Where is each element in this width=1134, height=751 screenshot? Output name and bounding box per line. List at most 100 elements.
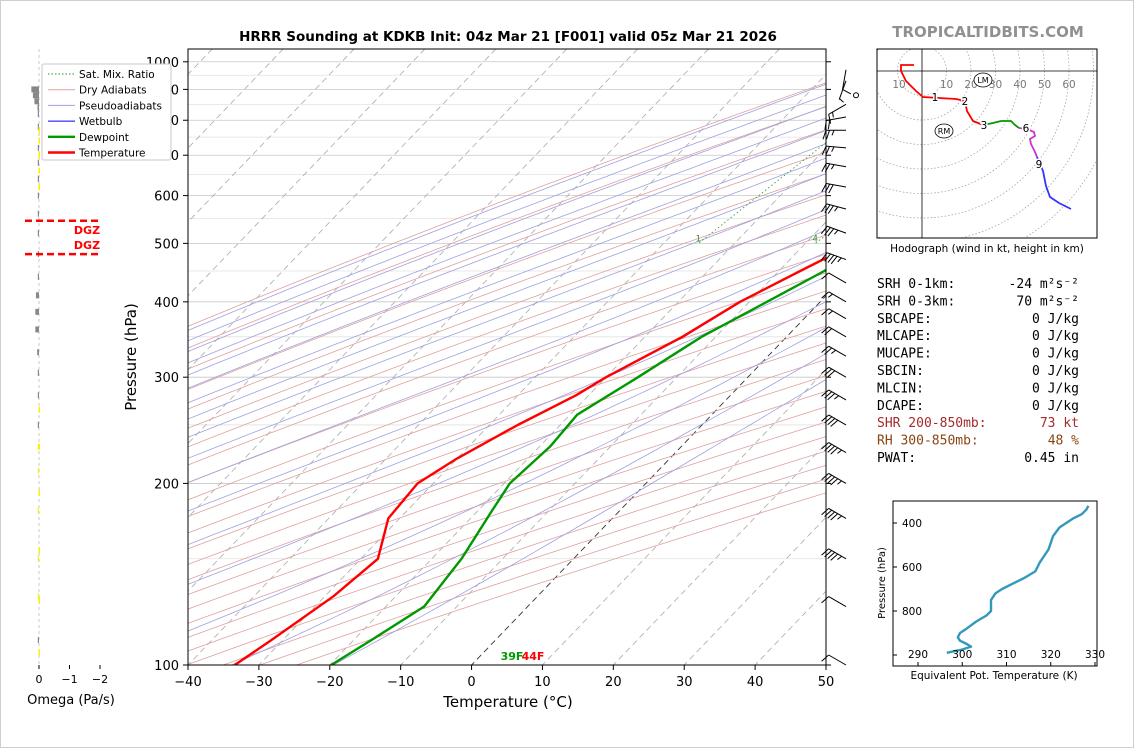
hodograph-ring-label: 30: [989, 79, 1002, 91]
pseudoadiabat-line: [188, 190, 826, 438]
index-label: SHR 200-850mb:: [877, 416, 987, 431]
wind-barb-flag: [824, 509, 833, 517]
x-tick-label: 50: [818, 675, 835, 690]
index-label: PWAT:: [877, 451, 916, 466]
wind-barb-half: [837, 257, 842, 263]
wind-barb-flag: [821, 203, 828, 213]
omega-bar: [37, 144, 39, 151]
index-value: 48 %: [1048, 434, 1079, 449]
index-value: -24 m²s⁻²: [1009, 277, 1079, 292]
wind-barb-flag: [821, 548, 830, 556]
wind-barb-flag: [827, 205, 834, 214]
wind-barb-half: [837, 555, 842, 561]
mixing-ratio-label: 4: [812, 234, 817, 244]
hodograph-segment: [1018, 127, 1038, 158]
wetbulb-line: [234, 257, 826, 665]
index-label: MLCIN:: [877, 381, 924, 396]
x-tick-label: −30: [245, 675, 272, 690]
wind-barb-staff: [828, 308, 847, 320]
wind-barb-flag: [827, 370, 836, 378]
omega-minor-bar: [38, 137, 40, 144]
dgz-label: DGZ: [74, 224, 100, 237]
omega-bar: [37, 175, 39, 182]
index-label: SBCAPE:: [877, 312, 932, 327]
dry-adiabat-line: [188, 272, 826, 501]
pseudoadiabat-line: [188, 130, 826, 376]
wind-barb: [821, 507, 847, 521]
omega-x-tick-label: −1: [61, 673, 77, 686]
omega-bar: [37, 392, 39, 399]
omega-minor-bar: [38, 443, 40, 450]
legend-label: Dry Adiabats: [79, 85, 147, 97]
chart-title: HRRR Sounding at KDKB Init: 04z Mar 21 […: [239, 29, 777, 45]
mixing-ratio-label: 6: [850, 234, 855, 244]
pseudoadiabat-line: [188, 301, 826, 585]
isotherm-line: [613, 442, 826, 665]
omega-bar: [37, 593, 39, 600]
dry-adiabat-line: [188, 375, 826, 595]
wind-barb-flag: [827, 393, 836, 401]
dry-adiabat-line: [188, 129, 826, 370]
x-tick-label: 40: [747, 675, 764, 690]
omega-minor-bar: [38, 152, 40, 159]
wind-barb: [820, 225, 847, 237]
wind-barb-flag: [824, 416, 833, 424]
wind-barb-flag: [821, 183, 827, 193]
wind-barb-half: [834, 395, 839, 400]
hodograph-segment: [982, 120, 1020, 129]
wind-barb: [821, 326, 847, 338]
x-tick-label: 10: [534, 675, 551, 690]
dry-adiabat-line: [188, 173, 826, 410]
omega-bar: [37, 273, 39, 280]
wind-barb-flag: [821, 366, 830, 374]
indices-table: SRH 0-1km: -24 m²s⁻² SRH 0-3km: 70 m²s⁻² SBC…: [877, 277, 1079, 466]
skewt-background-lines: 1 4 6 8 10 13 16 20 24 30 36: [188, 49, 882, 665]
wind-barb-flag: [827, 254, 835, 263]
wind-barb-flag: [830, 256, 838, 265]
omega-bar: [37, 443, 39, 450]
omega-minor-bar: [38, 649, 40, 656]
wind-barb-flag: [826, 130, 830, 140]
pseudoadiabat-line: [188, 275, 826, 546]
wind-barb-half: [832, 112, 834, 118]
index-value: 70 m²s⁻²: [1016, 294, 1079, 309]
dry-adiabat-line: [188, 82, 826, 327]
legend-label: Wetbulb: [79, 116, 123, 128]
wind-barb-flag: [830, 447, 839, 455]
wind-barb: [822, 129, 846, 140]
wind-barb-flag: [821, 442, 830, 450]
isotherm-line: [188, 49, 780, 665]
wind-barb-flag: [824, 443, 833, 451]
wind-barb-half: [831, 146, 835, 152]
isotherm-line: [825, 664, 826, 665]
wind-barb-flag: [842, 89, 852, 95]
wind-barb-flag: [821, 596, 830, 604]
hodograph-height-label: 3: [981, 120, 988, 132]
wind-barb-half: [828, 293, 833, 298]
legend: Sat. Mix. Ratio Dry Adiabats Pseudoadiabat…: [41, 63, 172, 161]
wind-barb-flag: [821, 389, 830, 397]
hodograph-segment: [900, 64, 984, 126]
omega-x-tick-label: 0: [36, 673, 43, 686]
wind-barb-flag: [824, 347, 833, 355]
theta-y-tick-label: 800: [902, 606, 922, 618]
isotherm-line: [400, 221, 826, 665]
hodograph-height-label: 6: [1023, 123, 1030, 135]
index-value: 0 J/kg: [1032, 312, 1079, 327]
wind-barb-flag: [827, 476, 836, 484]
omega-bar: [37, 508, 39, 515]
index-value: 0 J/kg: [1032, 399, 1079, 414]
wind-barb-staff: [828, 596, 847, 607]
wind-barb: [821, 414, 847, 427]
index-label: SBCIN:: [877, 364, 924, 379]
theta-e-axes: 290 300 310 320 330 400 600 800: [893, 518, 1105, 666]
mixing-ratio-label: 8: [877, 234, 882, 244]
wind-barb-half: [837, 449, 842, 454]
omega-bar: [37, 110, 39, 117]
skewt-plot-area: [187, 48, 827, 666]
index-label: SRH 0-1km:: [877, 277, 955, 292]
wind-barb-flag: [827, 445, 836, 453]
x-tick-label: −20: [316, 675, 343, 690]
wind-barb-half: [837, 480, 842, 485]
skewt-axes: 1002003004005006007008009001000−40−30−20…: [146, 56, 834, 690]
